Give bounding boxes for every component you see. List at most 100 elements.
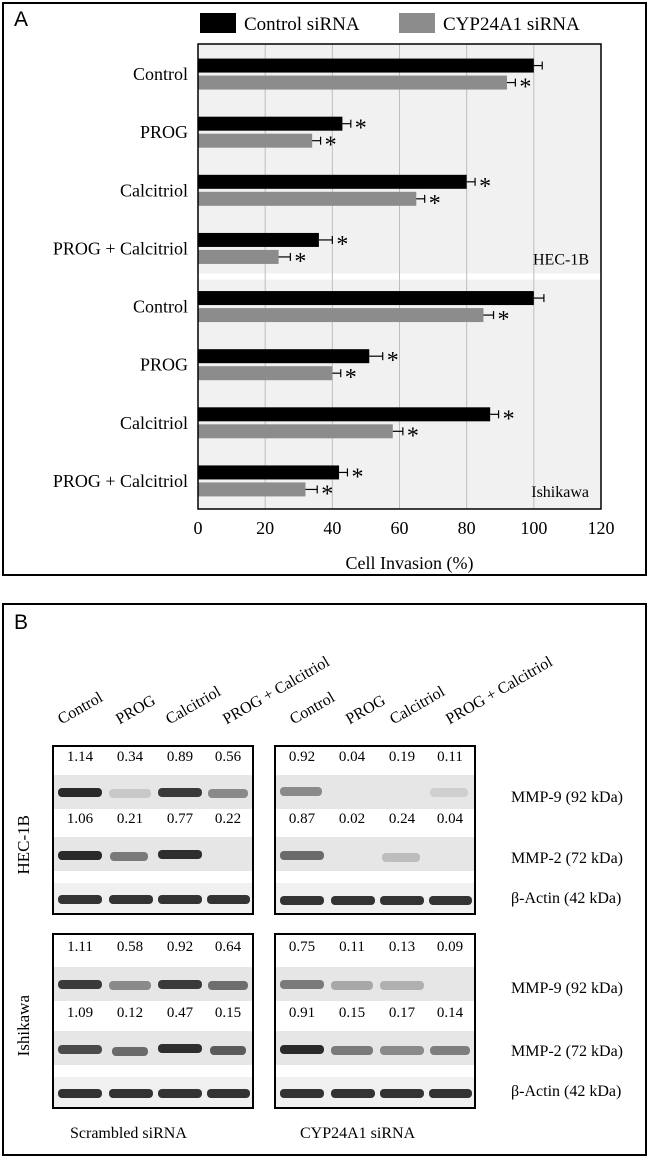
densitometry-value: 0.58: [116, 939, 144, 955]
bar-cyp24a1-sirna: [198, 75, 507, 90]
densitometry-value: 0.22: [214, 811, 242, 827]
band: [430, 1046, 470, 1055]
band: [158, 1089, 202, 1098]
densitometry-value: 0.11: [339, 939, 365, 955]
densitometry-value: 0.47: [166, 1005, 194, 1021]
mmp2-bands: [276, 837, 474, 871]
significance-marker: *: [479, 174, 491, 200]
band: [207, 895, 250, 904]
densitometry-value: 0.34: [116, 749, 144, 765]
bar-control-sirna: [198, 407, 491, 422]
category-label: Control: [133, 297, 188, 317]
densitometry-value: 0.75: [288, 939, 316, 955]
significance-marker: *: [294, 249, 306, 275]
significance-marker: *: [345, 365, 357, 391]
legend-label: CYP24A1 siRNA: [443, 14, 580, 35]
bar-cyp24a1-sirna: [198, 424, 393, 439]
invasion-chart: Control * PROG * * Calcitriol * * PROG + Calcitr…: [53, 13, 615, 574]
band: [58, 1045, 102, 1054]
bar-cyp24a1-sirna: [198, 482, 306, 497]
panel-a: A Control * PROG * * Calcitriol * * PROG + Calci…: [2, 2, 647, 576]
densitometry-value: 0.15: [338, 1005, 366, 1021]
densitometry-value: 0.56: [214, 749, 242, 765]
significance-marker: *: [519, 75, 531, 101]
lane-label-prog-calcitriol: PROG + Calcitriol: [220, 653, 333, 729]
densitometry-value: 0.24: [388, 811, 416, 827]
cell-line-label-hec1b: HEC-1B: [14, 815, 33, 875]
band: [280, 787, 322, 796]
band: [280, 1045, 324, 1054]
mmp9-bands: [276, 967, 474, 1001]
category-label: PROG + Calcitriol: [53, 238, 188, 258]
band: [109, 895, 153, 904]
legend-swatch-cyp24a1-sirna: [399, 13, 435, 33]
actin-bands: [276, 1077, 474, 1107]
x-axis-label: Cell Invasion (%): [346, 553, 474, 574]
densitometry-value: 1.09: [66, 1005, 94, 1021]
band: [109, 1089, 153, 1098]
band: [280, 851, 324, 860]
band: [210, 1046, 246, 1055]
significance-marker: *: [336, 232, 348, 258]
panel-b: B Control PROG Calcitriol PROG + Calcitr…: [2, 603, 647, 1156]
densitometry-value: 0.09: [436, 939, 464, 955]
densitometry-value: 0.14: [436, 1005, 464, 1021]
bar-cyp24a1-sirna: [198, 308, 484, 323]
lane-label-calcitriol: Calcitriol: [163, 683, 224, 729]
category-label: Calcitriol: [120, 413, 188, 433]
band: [158, 980, 202, 989]
significance-marker: *: [355, 116, 367, 142]
significance-marker: *: [503, 406, 515, 432]
bar-cyp24a1-sirna: [198, 366, 333, 381]
band: [158, 788, 202, 797]
significance-marker: *: [429, 191, 441, 217]
significance-marker: *: [498, 307, 510, 333]
bar-control-sirna: [198, 116, 343, 131]
band: [158, 850, 202, 859]
significance-marker: *: [351, 464, 363, 490]
x-tick-label: 120: [588, 518, 615, 538]
densitometry-value: 0.91: [288, 1005, 316, 1021]
band: [58, 851, 102, 860]
band: [109, 981, 151, 990]
blot-hec1b-scrambled: 1.14 0.34 0.89 0.56 1.06 0.21 0.77 0.22: [52, 745, 254, 915]
band: [380, 1046, 424, 1055]
x-tick-label: 0: [194, 518, 203, 538]
band: [158, 1044, 202, 1053]
band: [158, 895, 202, 904]
x-tick-label: 40: [323, 518, 341, 538]
bar-control-sirna: [198, 291, 534, 306]
band: [207, 1089, 250, 1098]
panel-a-label: A: [14, 8, 29, 31]
densitometry-value: 1.14: [66, 749, 94, 765]
band: [429, 1089, 472, 1098]
band: [112, 1047, 148, 1056]
densitometry-value: 0.12: [116, 1005, 144, 1021]
bar-control-sirna: [198, 58, 534, 73]
densitometry-value: 0.77: [166, 811, 194, 827]
row-label-mmp2: MMP-2 (72 kDa): [511, 850, 623, 867]
x-tick-label: 20: [256, 518, 274, 538]
band: [208, 789, 248, 798]
legend-swatch-control-sirna: [200, 13, 236, 33]
densitometry-value: 0.64: [214, 939, 242, 955]
bar-control-sirna: [198, 465, 340, 480]
lane-label-control: Control: [55, 688, 106, 729]
band: [208, 981, 248, 990]
band: [58, 788, 102, 797]
bar-control-sirna: [198, 349, 370, 364]
band: [109, 789, 151, 798]
row-label-actin: β-Actin (42 kDa): [511, 890, 622, 907]
panel-b-label: B: [14, 611, 29, 634]
band: [280, 980, 324, 989]
category-label: Control: [133, 64, 188, 84]
band: [58, 1089, 102, 1098]
significance-marker: *: [387, 348, 399, 374]
band: [331, 896, 375, 905]
densitometry-value: 0.19: [388, 749, 416, 765]
band: [430, 788, 468, 797]
cell-line-label: Ishikawa: [531, 484, 589, 501]
band: [331, 981, 373, 990]
densitometry-value: 0.04: [338, 749, 366, 765]
band: [429, 896, 472, 905]
